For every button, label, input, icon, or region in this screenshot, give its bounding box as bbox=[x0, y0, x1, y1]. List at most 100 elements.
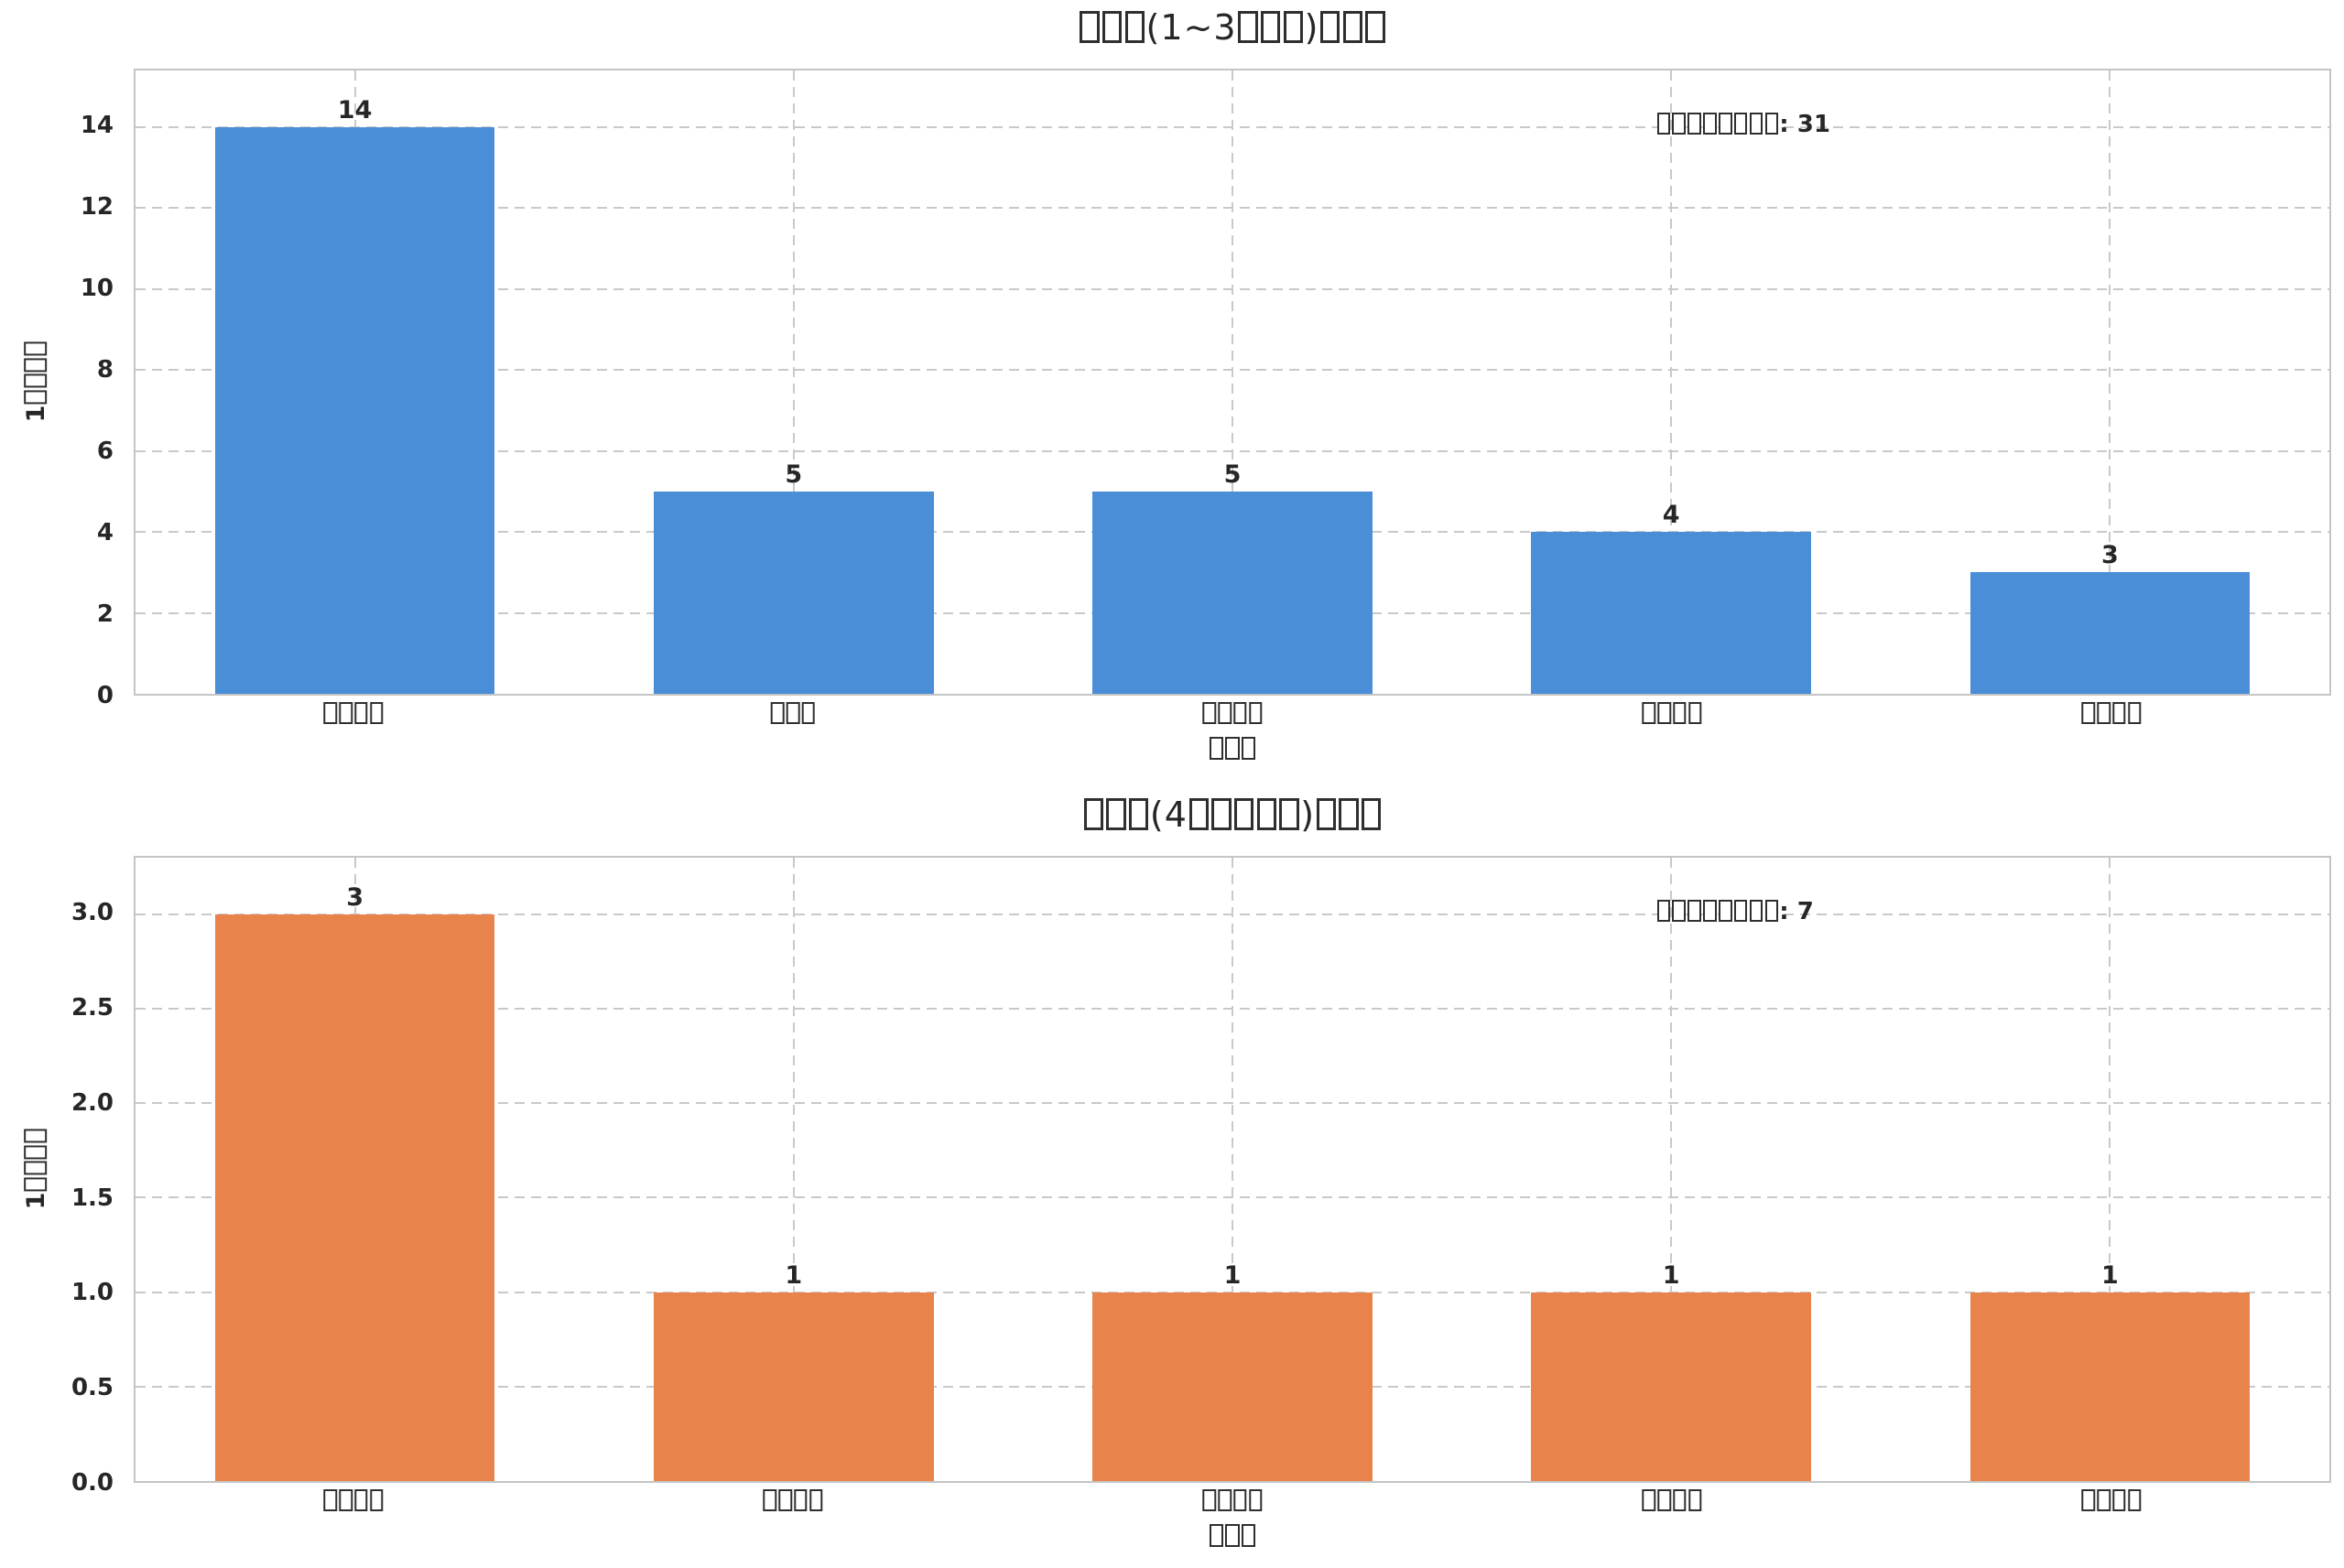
bar bbox=[1092, 1292, 1373, 1481]
missing-glyph-box bbox=[354, 701, 368, 724]
bar bbox=[1531, 1292, 1811, 1481]
missing-glyph-box bbox=[1362, 797, 1382, 830]
missing-glyph-box bbox=[1238, 10, 1258, 43]
missing-glyph-box bbox=[1225, 736, 1240, 760]
missing-glyph-box bbox=[1225, 1523, 1240, 1547]
bar-chart-top: (1~3) 1 14 5 5 4 3 : 31 0 2 4 6 8 10 12 14 bbox=[0, 0, 2344, 781]
missing-glyph-box bbox=[1764, 899, 1779, 922]
bar-chart-bottom: (4) 1 3 1 1 1 1 : 7 0.0 0.5 1.0 1.5 2.0 2.5 3.0 bbox=[0, 787, 2344, 1568]
missing-glyph-box bbox=[370, 1488, 384, 1511]
y-tick-label: 8 bbox=[96, 356, 114, 384]
missing-glyph-box bbox=[1687, 899, 1701, 922]
missing-glyph-box bbox=[370, 701, 384, 724]
x-axis-label bbox=[134, 736, 2331, 763]
vertical-gridline bbox=[1670, 70, 1673, 694]
y-tick-label: 1.0 bbox=[71, 1279, 114, 1307]
missing-glyph-box bbox=[1083, 797, 1103, 830]
chart-title: (4) bbox=[134, 795, 2331, 835]
missing-glyph-box bbox=[1673, 1488, 1687, 1511]
missing-glyph-box bbox=[1209, 1523, 1224, 1547]
total-annotation: : 31 bbox=[1655, 111, 1830, 138]
y-tick-label: 0.0 bbox=[71, 1469, 114, 1497]
y-tick-label: 2.0 bbox=[71, 1088, 114, 1117]
missing-glyph-box bbox=[1249, 701, 1263, 724]
bar-value-label: 5 bbox=[785, 460, 803, 489]
bar bbox=[654, 1292, 934, 1481]
missing-glyph-box bbox=[1128, 797, 1149, 830]
x-tick-label bbox=[770, 701, 817, 728]
bar-value-label: 5 bbox=[1223, 460, 1242, 489]
missing-glyph-box bbox=[1202, 1488, 1216, 1511]
vertical-gridline bbox=[792, 858, 795, 1481]
bars-layer: 14 5 5 4 3 bbox=[136, 70, 2329, 694]
missing-glyph-box bbox=[763, 1488, 776, 1511]
missing-glyph-box bbox=[1688, 1488, 1702, 1511]
missing-glyph-box bbox=[1260, 10, 1281, 43]
y-tick-label: 0 bbox=[96, 682, 114, 709]
missing-glyph-box bbox=[1673, 701, 1687, 724]
x-tick-labels bbox=[134, 1488, 2331, 1519]
missing-glyph-box bbox=[2081, 1488, 2095, 1511]
bar-value-label: 1 bbox=[1223, 1260, 1242, 1290]
bar-value-label: 4 bbox=[1662, 501, 1680, 530]
y-tick-label: 6 bbox=[96, 438, 114, 466]
x-tick-label bbox=[322, 701, 384, 728]
missing-glyph-box bbox=[1279, 797, 1299, 830]
missing-glyph-box bbox=[1211, 797, 1232, 830]
missing-glyph-box bbox=[801, 701, 816, 724]
missing-glyph-box bbox=[1218, 701, 1232, 724]
missing-glyph-box bbox=[2097, 701, 2111, 724]
missing-glyph-box bbox=[1233, 797, 1254, 830]
missing-glyph-box bbox=[1642, 1488, 1655, 1511]
missing-glyph-box bbox=[1339, 797, 1359, 830]
x-axis-label bbox=[134, 1523, 2331, 1551]
missing-glyph-box bbox=[1719, 112, 1732, 135]
missing-glyph-box bbox=[2128, 1488, 2142, 1511]
missing-glyph-box bbox=[2112, 1488, 2126, 1511]
y-tick-labels: 0 2 4 6 8 10 12 14 bbox=[0, 69, 114, 708]
bar-value-label: 1 bbox=[2100, 1260, 2119, 1290]
x-tick-label bbox=[2080, 701, 2142, 728]
missing-glyph-box bbox=[1642, 701, 1655, 724]
y-tick-label: 12 bbox=[80, 193, 114, 222]
missing-glyph-box bbox=[1241, 1523, 1256, 1547]
missing-glyph-box bbox=[323, 1488, 337, 1511]
y-tick-label: 10 bbox=[80, 275, 114, 303]
missing-glyph-box bbox=[1209, 736, 1224, 760]
vertical-gridline bbox=[792, 70, 795, 694]
missing-glyph-box bbox=[1283, 10, 1303, 43]
missing-glyph-box bbox=[1202, 701, 1216, 724]
x-tick-label bbox=[1201, 701, 1263, 728]
missing-glyph-box bbox=[1241, 736, 1256, 760]
x-tick-label bbox=[1201, 1488, 1263, 1515]
missing-glyph-box bbox=[354, 1488, 368, 1511]
missing-glyph-box bbox=[1656, 899, 1671, 922]
missing-glyph-box bbox=[1764, 112, 1779, 135]
x-tick-label bbox=[1641, 701, 1702, 728]
bars-layer: 3 1 1 1 1 bbox=[136, 858, 2329, 1481]
bar-value-label: 3 bbox=[2100, 541, 2119, 570]
vertical-gridline bbox=[1232, 70, 1233, 694]
missing-glyph-box bbox=[1342, 10, 1363, 43]
y-tick-labels: 0.0 0.5 1.0 1.5 2.0 2.5 3.0 bbox=[0, 856, 114, 1495]
missing-glyph-box bbox=[1256, 797, 1276, 830]
missing-glyph-box bbox=[2112, 701, 2126, 724]
missing-glyph-box bbox=[1672, 112, 1686, 135]
missing-glyph-box bbox=[1749, 899, 1763, 922]
y-tick-label: 1.5 bbox=[71, 1184, 114, 1212]
y-tick-label: 2.5 bbox=[71, 994, 114, 1022]
missing-glyph-box bbox=[1672, 899, 1686, 922]
chart-title: (1~3) bbox=[134, 7, 2331, 48]
y-tick-label: 2 bbox=[96, 600, 114, 629]
x-tick-label bbox=[762, 1488, 823, 1515]
missing-glyph-box bbox=[1656, 112, 1671, 135]
y-tick-label: 14 bbox=[80, 112, 114, 140]
missing-glyph-box bbox=[1657, 701, 1671, 724]
vertical-gridline bbox=[2109, 858, 2111, 1481]
missing-glyph-box bbox=[1101, 10, 1123, 43]
missing-glyph-box bbox=[2128, 701, 2142, 724]
bar-value-label: 3 bbox=[346, 882, 364, 912]
bar bbox=[214, 126, 495, 694]
missing-glyph-box bbox=[1080, 10, 1100, 43]
